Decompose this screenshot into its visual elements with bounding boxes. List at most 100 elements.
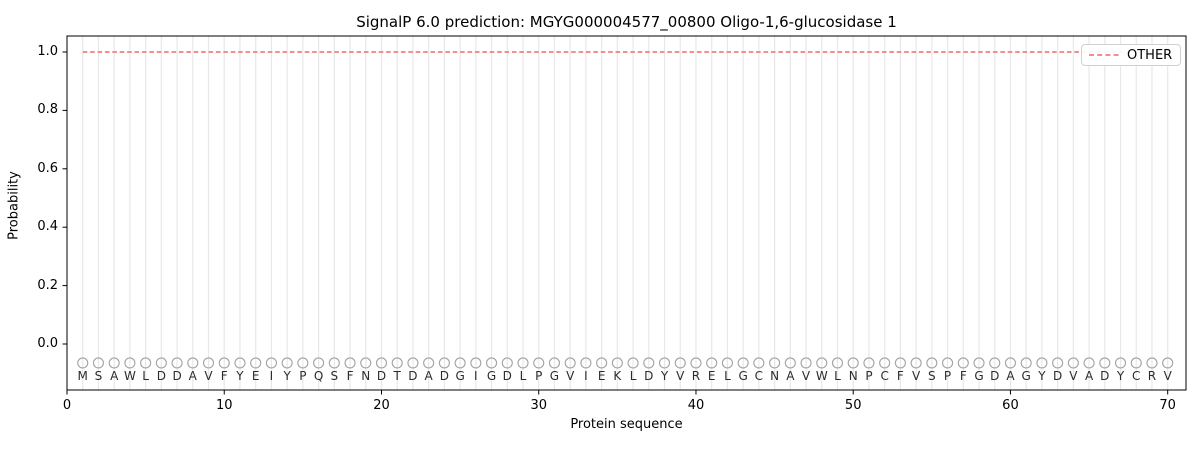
residue-marker: [202, 357, 215, 369]
residue-marker: [533, 357, 545, 369]
sequence-letter: N: [361, 369, 371, 383]
sequence-letter: F: [220, 369, 228, 383]
sequence-letter: D: [1053, 369, 1063, 383]
residue-marker: [1004, 357, 1017, 369]
sequence-letter: G: [549, 369, 560, 383]
residue-marker: [973, 357, 985, 369]
residue-marker: [816, 357, 828, 369]
sequence-letter: W: [123, 369, 136, 383]
residue-marker: [847, 357, 859, 369]
residue-marker: [360, 357, 372, 369]
residue-marker: [1162, 357, 1174, 369]
sequence-letter: P: [299, 369, 307, 383]
residue-marker: [863, 357, 875, 369]
residue-marker: [800, 357, 812, 369]
residue-marker: [706, 357, 718, 369]
residue-marker: [438, 357, 450, 369]
sequence-letter: W: [815, 369, 828, 383]
residue-marker: [596, 357, 608, 369]
residue-marker: [611, 357, 623, 369]
residue-marker: [92, 357, 104, 369]
sequence-letter: Q: [313, 369, 324, 383]
residue-marker: [753, 357, 765, 369]
sequence-letter: V: [566, 369, 575, 383]
sequence-letter: V: [204, 369, 213, 383]
residue-marker: [517, 357, 529, 369]
y-tick-label: 0.2: [37, 277, 58, 293]
residue-marker: [218, 357, 230, 369]
sequence-letter: P: [865, 369, 873, 383]
sequence-letter: S: [928, 369, 936, 383]
sequence-letter: D: [376, 369, 387, 383]
residue-marker: [501, 357, 513, 369]
residue-marker: [926, 357, 938, 369]
sequence-letter: Y: [1116, 369, 1125, 383]
x-tick-label: 40: [687, 398, 705, 413]
sequence-letter: A: [424, 369, 433, 383]
residue-marker: [942, 357, 954, 369]
y-tick-label: 0.6: [37, 160, 58, 176]
residue-marker: [879, 357, 891, 369]
residue-marker: [281, 357, 293, 369]
y-tick-label: 0.4: [37, 219, 58, 235]
sequence-letter: D: [990, 369, 1000, 383]
x-tick-label: 70: [1159, 398, 1176, 413]
sequence-letter: L: [519, 369, 527, 383]
sequence-letter: A: [188, 369, 197, 383]
sequence-letter: D: [408, 369, 418, 383]
residue-marker: [1114, 357, 1127, 369]
residue-marker: [124, 357, 136, 369]
sequence-letter: F: [896, 369, 904, 383]
y-tick-label: 0.8: [37, 102, 58, 118]
residue-marker: [690, 357, 702, 369]
residue-marker: [423, 357, 435, 369]
residue-marker: [313, 357, 325, 369]
residue-marker: [265, 357, 277, 369]
sequence-letter: G: [1021, 369, 1031, 383]
residue-marker: [375, 357, 388, 369]
plot-border: [66, 35, 1187, 391]
sequence-letter: E: [597, 369, 606, 383]
residue-marker: [957, 357, 969, 369]
residue-marker: [1036, 357, 1048, 369]
sequence-letter: F: [346, 369, 354, 383]
sequence-letter: G: [486, 369, 497, 383]
sequence-letter: V: [1163, 369, 1172, 383]
sequence-letter: G: [974, 369, 984, 383]
x-tick-label: 60: [1002, 398, 1019, 413]
residue-marker: [643, 357, 655, 369]
residue-marker: [989, 357, 1001, 369]
sequence-letter: R: [691, 369, 701, 383]
sequence-letter: Y: [660, 369, 669, 383]
residue-marker: [250, 357, 262, 369]
sequence-letter: N: [848, 369, 858, 383]
x-tick-label: 20: [373, 398, 390, 413]
residue-marker: [155, 357, 167, 369]
residue-marker: [1020, 357, 1032, 369]
residue-marker: [77, 357, 89, 369]
sequence-letter: S: [94, 369, 103, 383]
residue-marker: [1067, 357, 1079, 369]
y-tick-label: 1.0: [37, 44, 58, 59]
residue-marker: [108, 357, 120, 369]
residue-marker: [407, 357, 419, 369]
sequence-letter: D: [172, 369, 182, 383]
sequence-letter: C: [754, 369, 764, 383]
sequence-letter: M: [77, 369, 88, 383]
residue-marker: [486, 357, 498, 369]
sequence-letter: A: [1006, 369, 1015, 383]
sequence-letter: F: [959, 369, 967, 383]
sequence-letter: V: [912, 369, 921, 383]
residue-marker: [627, 357, 639, 369]
residue-marker: [674, 357, 686, 369]
residue-marker: [784, 357, 796, 369]
residue-marker: [831, 357, 844, 369]
sequence-letter: L: [142, 369, 149, 383]
residue-marker: [1052, 357, 1064, 369]
sequence-letter: K: [613, 369, 622, 383]
chart-title: SignalP 6.0 prediction: MGYG000004577_00…: [356, 13, 897, 31]
residue-marker: [328, 357, 340, 369]
residue-marker: [769, 357, 781, 369]
sequence-letter: P: [535, 369, 543, 383]
